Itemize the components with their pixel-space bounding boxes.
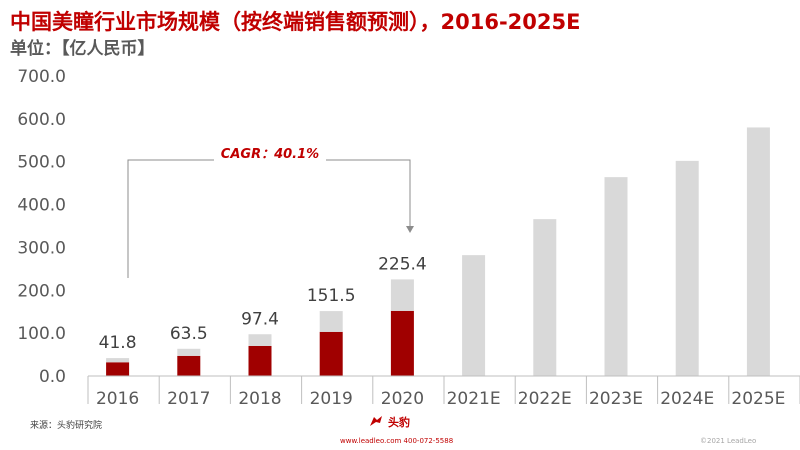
y-tick-label: 300.0 (17, 238, 66, 258)
bar-segment-light (462, 255, 486, 376)
y-tick-label: 600.0 (17, 110, 66, 130)
bar-data-label: 97.4 (241, 309, 279, 329)
bar-segment-dark (248, 346, 272, 376)
bar-segment-dark (106, 362, 130, 376)
y-tick-label: 200.0 (17, 281, 66, 301)
cagr-bracket: CAGR：40.1% (127, 143, 414, 278)
x-tick-label: 2016 (96, 389, 139, 409)
bar-data-label: 225.4 (378, 254, 427, 274)
x-axis: 2016 2017 2018 2019 2020 2021E 2022E 2023E 2024E… (87, 375, 800, 409)
leadleo-logo-icon (370, 416, 382, 426)
x-tick-label: 2025E (731, 389, 785, 409)
bar-segment-dark (390, 310, 414, 376)
y-axis: 0.0 100.0 200.0 300.0 400.0 500.0 600.0 700.0 (17, 67, 66, 387)
x-tick-label: 2022E (518, 389, 572, 409)
bar-segment-light (319, 311, 343, 332)
bar-segment-light (106, 358, 130, 363)
x-tick-label: 2024E (660, 389, 714, 409)
bar-segment-light (604, 177, 628, 376)
bar-segment-light (177, 348, 201, 356)
y-tick-label: 700.0 (17, 67, 66, 87)
bar-segment-dark (319, 331, 343, 376)
footer-brand: 头豹 (388, 416, 410, 429)
x-tick-label: 2018 (238, 389, 281, 409)
bar-segment-light (390, 279, 414, 311)
cagr-label: CAGR：40.1% (221, 147, 319, 162)
x-tick-label: 2019 (310, 389, 353, 409)
y-tick-label: 0.0 (39, 367, 66, 387)
y-tick-label: 400.0 (17, 196, 66, 216)
source-note: 来源：头豹研究院 (30, 421, 103, 431)
x-tick-label: 2021E (447, 389, 501, 409)
data-labels: 41.8 63.5 97.4 151.5 225.4 (99, 254, 427, 353)
x-tick-label: 2023E (589, 389, 643, 409)
bar-segment-light (248, 334, 272, 346)
y-tick-label: 100.0 (17, 324, 66, 344)
x-tick-label: 2017 (167, 389, 210, 409)
bar-segment-light (533, 219, 557, 376)
footer-copyright: ©2021 LeadLeo (700, 437, 757, 445)
bar-series (106, 127, 770, 376)
bar-segment-dark (177, 355, 201, 376)
chart-title: 中国美瞳行业市场规模（按终端销售额预测），2016-2025E (10, 10, 581, 34)
x-tick-label: 2020 (381, 389, 424, 409)
bar-segment-light (746, 127, 770, 376)
y-tick-label: 500.0 (17, 153, 66, 173)
footer-contact: www.leadleo.com 400-072-5588 (340, 437, 454, 445)
bar-data-label: 151.5 (307, 286, 356, 306)
bar-data-label: 41.8 (99, 333, 137, 353)
bar-data-label: 63.5 (170, 324, 208, 344)
bar-segment-light (675, 160, 699, 376)
chart-unit: 单位：【亿人民币】 (10, 39, 155, 59)
